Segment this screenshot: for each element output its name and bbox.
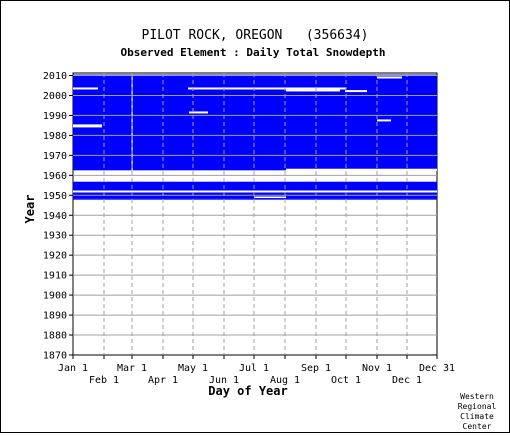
y-tick-label: 1950 [43,191,67,202]
missing-segment [377,76,402,79]
observed-block [73,192,437,197]
y-tick-label: 1970 [43,151,67,162]
x-axis-label: Day of Year [208,384,287,398]
missing-segment [189,111,208,114]
x-axis-ticks: Jan 1 Mar 1 May 1 Jul 1 Sep 1 Nov 1 Dec 31 Feb … [58,355,455,386]
missing-segment [197,190,437,193]
y-tick-label: 1920 [43,251,67,262]
observed-block [73,198,437,200]
y-tick-label: 2000 [43,91,67,102]
y-tick-label: 1910 [43,271,67,282]
observed-block [73,181,437,191]
y-axis-ticks: 1870 1880 1890 1900 1910 1920 1930 1940 1950 1960… [43,71,73,362]
chart-title: PILOT ROCK, OREGON (356634) [142,28,369,43]
missing-segment [118,190,132,193]
observed-block [73,196,254,199]
y-tick-label: 1900 [43,291,67,302]
x-tick-label: Nov 1 [362,363,392,374]
observed-block [73,74,437,171]
y-tick-label: 1880 [43,331,67,342]
y-tick-label: 1940 [43,211,67,222]
y-tick-label: 1980 [43,131,67,142]
missing-segment [188,87,346,90]
credit-line: Center [463,422,492,431]
missing-segment [73,190,117,193]
credit-line: Climate [460,412,494,421]
y-tick-label: 1960 [43,171,67,182]
credit-line: Western [460,392,494,401]
x-tick-label: Aug 1 [270,375,300,386]
observed-block [286,196,437,199]
missing-segment [286,168,437,171]
missing-segment [73,87,98,90]
x-tick-label: May 1 [178,363,208,374]
y-tick-label: 1930 [43,231,67,242]
credit-line: Regional [458,402,497,411]
x-tick-label: Dec 31 [419,363,455,374]
x-tick-label: Mar 1 [117,363,147,374]
x-tick-label: Oct 1 [331,375,361,386]
x-tick-label: Sep 1 [301,363,331,374]
missing-segment [73,125,102,128]
y-tick-label: 1990 [43,111,67,122]
grid-lines [73,73,437,355]
x-tick-label: Feb 1 [89,375,119,386]
missing-segment [286,89,340,92]
x-tick-label: Jul 1 [239,363,269,374]
x-tick-label: Dec 1 [392,375,422,386]
observed-blocks [73,74,437,200]
missing-segment [345,90,367,93]
x-tick-label: Jun 1 [209,375,239,386]
chart-subtitle: Observed Element : Daily Total Snowdepth [121,46,386,59]
wrcc-credit: Western Regional Climate Center [458,392,497,431]
y-tick-label: 1890 [43,311,67,322]
y-axis-label: Year [23,195,37,224]
missing-segment [377,119,391,122]
x-tick-label: Jan 1 [58,363,88,374]
y-tick-label: 1870 [43,351,67,362]
y-tick-label: 2010 [43,71,67,82]
x-tick-label: Apr 1 [148,375,178,386]
